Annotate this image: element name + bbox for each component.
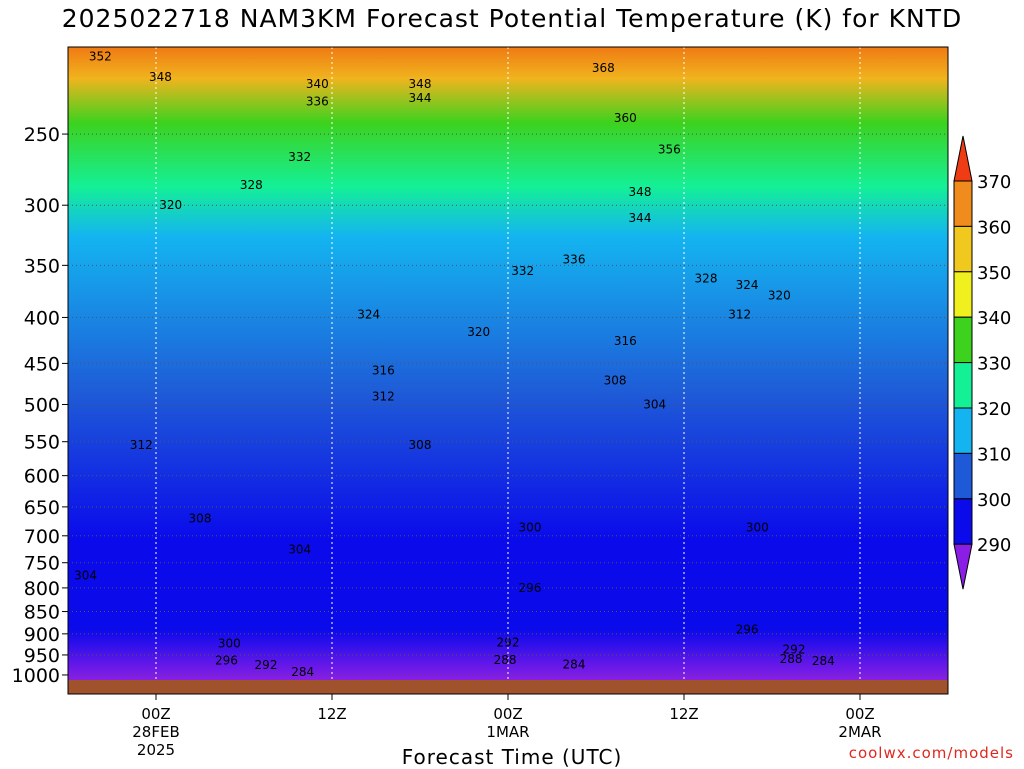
y-tick-label: 1000 [12,665,60,687]
x-tick-label: 00Z [141,705,170,723]
contour-label: 344 [409,91,432,105]
colorbar-label: 290 [977,535,1011,556]
contour-label: 324 [357,308,380,322]
ground-strip [68,680,948,694]
y-tick-label: 600 [24,466,60,488]
y-tick-label: 900 [24,624,60,646]
colorbar-label: 360 [977,217,1011,238]
colorbar-label: 340 [977,308,1011,329]
colorbar-segment [953,225,973,273]
colorbar-arrow-top [953,135,973,182]
y-tick-label: 750 [24,553,60,575]
y-tick-label: 550 [24,432,60,454]
contour-label: 312 [728,308,751,322]
colorbar-segment [953,362,973,409]
y-tick-label: 800 [24,578,60,600]
colorbar: 290 300 310 320 330 340 350 360 370 [953,135,1011,590]
colorbar-segment [953,452,973,500]
contour-label: 368 [592,61,615,75]
x-tick-year: 2025 [137,741,175,759]
colorbar-segment [953,316,973,364]
contour-label: 320 [467,325,490,339]
contour-label: 348 [629,185,652,199]
contour-label: 336 [563,253,586,267]
contour-label: 320 [159,198,182,212]
y-axis: 2503003504004505005506006507007508008509… [12,124,68,687]
colorbar-segment [953,271,973,318]
contour-label: 292 [783,643,806,657]
colorbar-label: 320 [977,399,1011,420]
x-tick-sublabel: 28FEB [132,723,179,741]
y-tick-label: 650 [24,497,60,519]
y-tick-label: 450 [24,353,60,375]
y-tick-label: 500 [24,395,60,417]
y-tick-label: 350 [24,255,60,277]
contour-label: 300 [746,520,769,534]
colorbar-label: 350 [977,263,1011,284]
y-tick-label: 950 [24,645,60,667]
x-tick-sublabel: 2MAR [838,723,881,741]
contour-label: 288 [780,652,803,666]
contour-label: 300 [218,636,241,650]
x-tick-label: 00Z [845,705,874,723]
contour-label: 316 [372,363,395,377]
contour-label: 304 [288,542,311,556]
contour-label: 284 [291,665,314,679]
x-tick-label: 12Z [669,705,698,723]
x-tick-label: 00Z [493,705,522,723]
contour-label: 316 [614,334,637,348]
contour-label: 328 [695,272,718,286]
colorbar-segment [953,407,973,454]
contour-label: 284 [563,657,586,671]
contour-label: 296 [736,622,759,636]
y-tick-label: 400 [24,307,60,329]
contour-label: 308 [409,438,432,452]
contour-label: 332 [511,264,534,278]
contour-label: 300 [519,520,542,534]
contour-label: 304 [74,569,97,583]
contour-label: 320 [768,288,791,302]
contour-label: 356 [658,142,681,156]
contour-label: 360 [614,111,637,125]
x-tick-label: 12Z [317,705,346,723]
contour-label: 312 [372,390,395,404]
contour-label: 348 [409,77,432,91]
contour-label: 324 [736,278,759,292]
contour-label: 340 [306,77,329,91]
contour-label: 352 [89,50,112,64]
contour-label: 288 [494,653,517,667]
y-tick-label: 300 [24,195,60,217]
contour-label: 348 [149,70,172,84]
colorbar-label: 330 [977,354,1011,375]
contour-label: 336 [306,95,329,109]
y-tick-label: 700 [24,526,60,548]
colorbar-arrow-bottom [953,543,973,590]
chart-title: 2025022718 NAM3KM Forecast Potential Tem… [61,4,963,33]
y-tick-label: 250 [24,124,60,146]
plot-area: 3523483403363483443683603563323283203483… [67,46,949,695]
contour-label: 296 [519,581,542,595]
colorbar-label: 370 [977,172,1011,193]
contour-label: 332 [288,150,311,164]
contour-label: 344 [629,211,652,225]
contour-label: 308 [189,512,212,526]
colorbar-segment [953,498,973,545]
colorbar-segment [953,180,973,227]
y-tick-label: 850 [24,602,60,624]
x-axis-title: Forecast Time (UTC) [401,745,623,769]
contour-label: 284 [812,654,835,668]
colorbar-label: 300 [977,490,1011,511]
contour-label: 304 [643,398,666,412]
contour-label: 296 [215,653,238,667]
contour-label: 292 [497,635,520,649]
colorbar-label: 310 [977,444,1011,465]
contour-label: 308 [604,373,627,387]
x-tick-sublabel: 1MAR [486,723,529,741]
contour-label: 312 [130,438,153,452]
contour-label: 328 [240,178,263,192]
contour-label: 292 [255,658,278,672]
credit-link[interactable]: coolwx.com/models [848,744,1014,762]
